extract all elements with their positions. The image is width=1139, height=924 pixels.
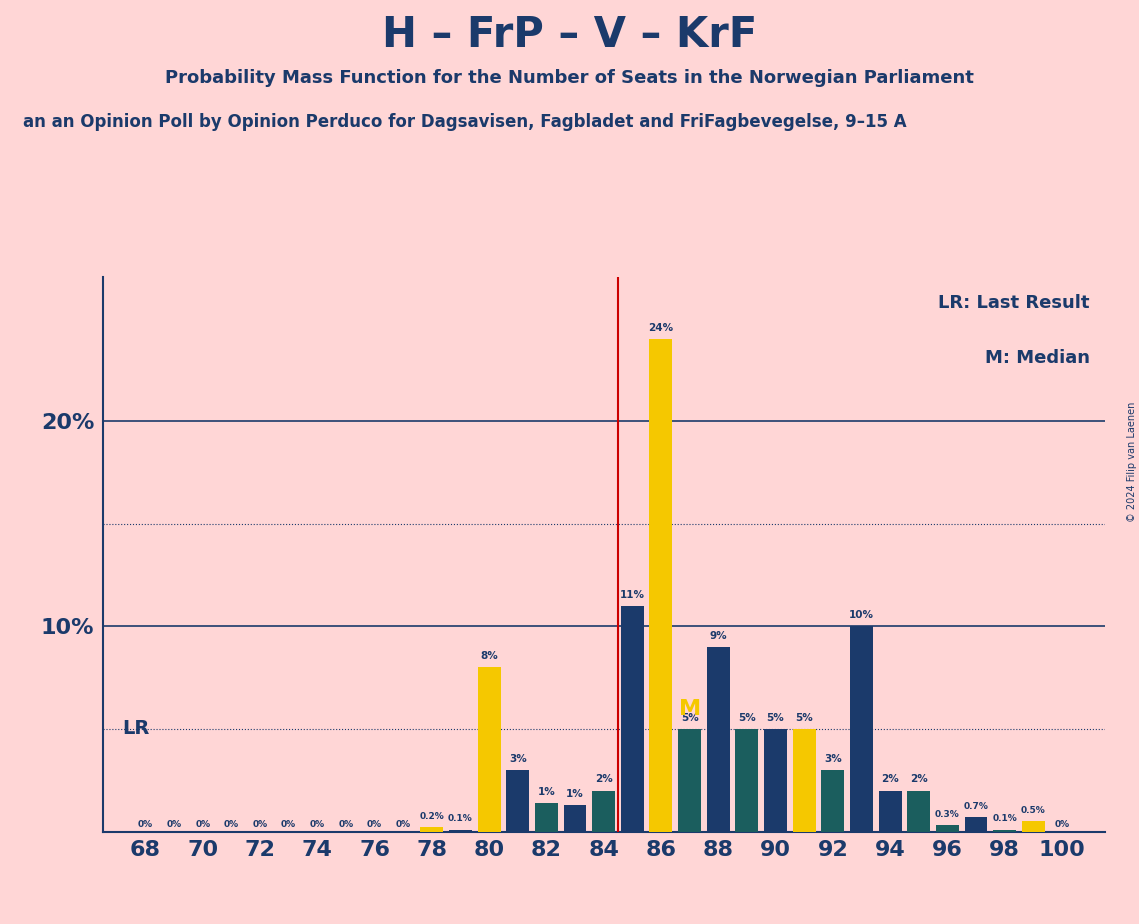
Bar [993, 830, 1016, 832]
Text: 2%: 2% [910, 774, 927, 784]
Text: 0%: 0% [224, 820, 239, 829]
Text: LR: Last Result: LR: Last Result [939, 294, 1090, 311]
Bar [649, 339, 672, 832]
Text: 5%: 5% [681, 712, 698, 723]
Text: 0.1%: 0.1% [992, 814, 1017, 823]
Bar [592, 791, 615, 832]
Text: 0.2%: 0.2% [419, 812, 444, 821]
Text: 5%: 5% [795, 712, 813, 723]
Bar [965, 817, 988, 832]
Bar [850, 626, 872, 832]
Text: 0%: 0% [338, 820, 353, 829]
Bar [564, 805, 587, 832]
Text: 0.5%: 0.5% [1021, 806, 1046, 815]
Bar [678, 729, 700, 832]
Text: 0%: 0% [138, 820, 153, 829]
Bar [821, 770, 844, 832]
Text: 1%: 1% [566, 789, 584, 798]
Bar [477, 667, 500, 832]
Bar [908, 791, 931, 832]
Text: Probability Mass Function for the Number of Seats in the Norwegian Parliament: Probability Mass Function for the Number… [165, 69, 974, 87]
Bar [449, 830, 472, 832]
Bar [535, 803, 558, 832]
Bar [764, 729, 787, 832]
Text: 2%: 2% [882, 774, 899, 784]
Text: 0%: 0% [195, 820, 211, 829]
Text: 0%: 0% [310, 820, 325, 829]
Text: H – FrP – V – KrF: H – FrP – V – KrF [382, 14, 757, 55]
Bar [878, 791, 901, 832]
Text: 24%: 24% [648, 322, 673, 333]
Bar [707, 647, 730, 832]
Text: 8%: 8% [481, 651, 498, 662]
Bar [1022, 821, 1044, 832]
Text: 2%: 2% [595, 774, 613, 784]
Text: 0%: 0% [367, 820, 382, 829]
Text: 0.1%: 0.1% [448, 814, 473, 823]
Text: 0%: 0% [281, 820, 296, 829]
Text: 0%: 0% [395, 820, 411, 829]
Bar [936, 825, 959, 832]
Bar [621, 606, 644, 832]
Text: an an Opinion Poll by Opinion Perduco for Dagsavisen, Fagbladet and FriFagbevege: an an Opinion Poll by Opinion Perduco fo… [23, 113, 907, 130]
Bar [793, 729, 816, 832]
Bar [507, 770, 530, 832]
Text: 0.7%: 0.7% [964, 802, 989, 811]
Bar [420, 828, 443, 832]
Text: 11%: 11% [620, 590, 645, 600]
Text: 3%: 3% [823, 754, 842, 764]
Text: 0%: 0% [1055, 820, 1070, 829]
Text: 5%: 5% [738, 712, 756, 723]
Text: 3%: 3% [509, 754, 526, 764]
Text: 0.3%: 0.3% [935, 810, 960, 820]
Text: 9%: 9% [710, 631, 727, 640]
Text: 10%: 10% [849, 610, 874, 620]
Text: © 2024 Filip van Laenen: © 2024 Filip van Laenen [1126, 402, 1137, 522]
Text: 5%: 5% [767, 712, 785, 723]
Text: 0%: 0% [166, 820, 181, 829]
Text: M: Median: M: Median [985, 349, 1090, 367]
Text: LR: LR [123, 720, 150, 738]
Text: 0%: 0% [253, 820, 268, 829]
Bar [736, 729, 759, 832]
Text: M: M [679, 699, 700, 719]
Text: 1%: 1% [538, 786, 556, 796]
